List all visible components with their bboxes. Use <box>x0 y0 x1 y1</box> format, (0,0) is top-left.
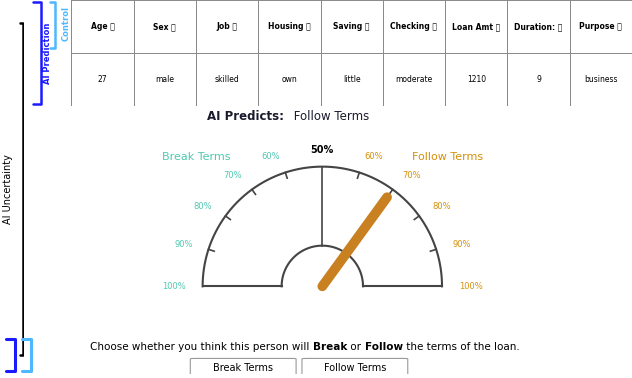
Text: Choose whether you think this person will: Choose whether you think this person wil… <box>90 342 313 352</box>
Text: 70%: 70% <box>403 172 421 180</box>
Text: 90%: 90% <box>452 240 471 249</box>
Text: the terms of the loan.: the terms of the loan. <box>403 342 520 352</box>
Text: 100%: 100% <box>162 282 186 291</box>
Text: Follow: Follow <box>365 342 403 352</box>
Text: 80%: 80% <box>433 201 451 211</box>
Text: 1210: 1210 <box>466 75 486 84</box>
Text: or: or <box>348 342 365 352</box>
Text: little: little <box>343 75 360 84</box>
Text: 60%: 60% <box>262 152 280 161</box>
Text: 80%: 80% <box>193 201 212 211</box>
Text: Break Terms: Break Terms <box>213 363 273 373</box>
Text: Follow Terms: Follow Terms <box>290 110 370 123</box>
Text: Age ⓘ: Age ⓘ <box>90 22 114 31</box>
Text: male: male <box>155 75 174 84</box>
Text: 70%: 70% <box>224 172 242 180</box>
Text: Sex ⓘ: Sex ⓘ <box>154 22 176 31</box>
Text: AI Predicts:: AI Predicts: <box>207 110 284 123</box>
Text: Control: Control <box>61 6 70 41</box>
Text: Job ⓘ: Job ⓘ <box>217 22 238 31</box>
Text: Loan Amt ⓘ: Loan Amt ⓘ <box>452 22 501 31</box>
Text: Follow Terms: Follow Terms <box>324 363 386 373</box>
Text: Purpose ⓘ: Purpose ⓘ <box>580 22 623 31</box>
Text: 60%: 60% <box>365 152 383 161</box>
Text: Follow Terms: Follow Terms <box>413 152 483 162</box>
Text: moderate: moderate <box>396 75 433 84</box>
Text: AI Uncertainty: AI Uncertainty <box>3 154 13 224</box>
Text: Saving ⓘ: Saving ⓘ <box>334 22 370 31</box>
Text: skilled: skilled <box>215 75 240 84</box>
Text: 90%: 90% <box>174 240 193 249</box>
Text: Break Terms: Break Terms <box>162 152 231 162</box>
Text: Break: Break <box>313 342 348 352</box>
Text: 27: 27 <box>98 75 107 84</box>
Text: own: own <box>281 75 297 84</box>
Text: AI Prediction: AI Prediction <box>43 22 52 84</box>
FancyBboxPatch shape <box>190 358 296 377</box>
Text: Duration: ⓘ: Duration: ⓘ <box>514 22 562 31</box>
Text: Checking ⓘ: Checking ⓘ <box>391 22 437 31</box>
Text: Housing ⓘ: Housing ⓘ <box>268 22 311 31</box>
Text: business: business <box>584 75 617 84</box>
Text: 9: 9 <box>536 75 541 84</box>
Text: 100%: 100% <box>459 282 482 291</box>
FancyBboxPatch shape <box>302 358 408 377</box>
Text: 50%: 50% <box>311 145 334 155</box>
